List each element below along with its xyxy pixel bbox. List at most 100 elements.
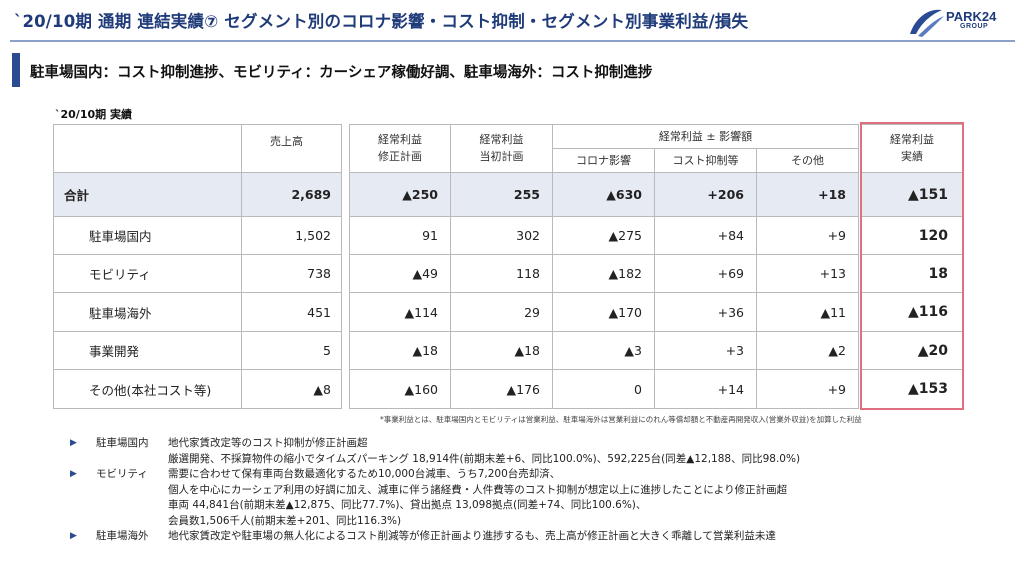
table-row: ▲20	[861, 331, 963, 370]
cell-cost: +206	[654, 172, 757, 217]
footnote: *事業利益とは、駐車場国内とモビリティは営業利益、駐車場海外は営業利益にのれん等…	[380, 415, 862, 424]
cell-sales: ▲8	[241, 369, 342, 409]
row-name: 事業開発	[53, 331, 242, 370]
cell-corona: ▲182	[552, 254, 655, 293]
cell-actual: ▲151	[861, 172, 963, 217]
notes-list: ▶ 駐車場国内 地代家賃改定等のコスト抑制が修正計画超 厳選開発、不採算物件の縮…	[70, 436, 800, 545]
subtitle-accent-bar	[12, 53, 20, 87]
note-label: モビリティ	[96, 468, 148, 480]
row-name: 合計	[53, 172, 242, 217]
note-line: 会員数1,506千人(前期末差+201、同比116.3%)	[168, 514, 402, 527]
table-row: 合計 2,689	[53, 172, 342, 217]
row-name: 駐車場国内	[53, 216, 242, 255]
cell-actual: 18	[861, 254, 963, 293]
table-row: 91 302 ▲275 +84 +9	[349, 216, 859, 255]
cell-initial: 118	[450, 254, 553, 293]
header-initial-plan-line1: 経常利益	[479, 133, 524, 146]
header-impact-group: 経常利益 ± 影響額	[552, 124, 859, 149]
triangle-bullet-icon: ▶	[70, 531, 77, 541]
cell-cost: +14	[654, 369, 757, 409]
note-line: 地代家賃改定等のコスト抑制が修正計画超	[168, 437, 368, 449]
header-other: その他	[756, 148, 859, 173]
header-actual-line2: 実績	[901, 150, 923, 163]
note-line: 厳選開発、不採算物件の縮小でタイムズパーキング 18,914件(前期末差+6、同…	[168, 452, 801, 465]
table-row: ▲18 ▲18 ▲3 +3 ▲2	[349, 331, 859, 370]
header-actual-line1: 経常利益	[890, 133, 934, 146]
cell-other: +9	[756, 216, 859, 255]
header-revised-plan-line1: 経常利益	[378, 133, 422, 146]
cell-cost: +69	[654, 254, 757, 293]
period-label: `20/10期 実績	[55, 108, 132, 121]
row-name: モビリティ	[53, 254, 242, 293]
note-line: 地代家賃改定や駐車場の無人化によるコスト削減等が修正計画より進捗するも、売上高が…	[168, 530, 776, 542]
table-row: ▲151	[861, 172, 963, 217]
cell-revised: ▲49	[349, 254, 451, 293]
table-row: その他(本社コスト等) ▲8	[53, 369, 342, 409]
cell-actual: ▲153	[861, 369, 963, 409]
cell-corona: 0	[552, 369, 655, 409]
actual-profit-table: 経常利益 実績 ▲151 120 18 ▲116 ▲20 ▲153	[861, 124, 963, 409]
cell-revised: ▲160	[349, 369, 451, 409]
cell-other: +18	[756, 172, 859, 217]
header-revised-plan-line2: 修正計画	[378, 150, 422, 163]
note-item: ▶ 駐車場国内 地代家賃改定等のコスト抑制が修正計画超 厳選開発、不採算物件の縮…	[70, 436, 800, 467]
header-corona: コロナ影響	[552, 148, 655, 173]
cell-sales: 451	[241, 292, 342, 332]
table-row: 事業開発 5	[53, 331, 342, 370]
note-label: 駐車場海外	[96, 530, 149, 542]
cell-actual: ▲20	[861, 331, 963, 370]
header-blank	[53, 124, 242, 173]
cell-other: ▲11	[756, 292, 859, 332]
table-row: モビリティ 738	[53, 254, 342, 293]
page-title: `20/10期 通期 連結実績⑦ セグメント別のコロナ影響・コスト抑制・セグメン…	[14, 12, 749, 31]
logo-subtext: GROUP	[960, 23, 989, 30]
cell-revised: ▲18	[349, 331, 451, 370]
table-row: 18	[861, 254, 963, 293]
cell-actual: 120	[861, 216, 963, 255]
header-initial-plan: 経常利益 当初計画	[450, 124, 553, 173]
header-cost: コスト抑制等	[654, 148, 757, 173]
header-sales: 売上高	[241, 124, 342, 173]
cell-other: +13	[756, 254, 859, 293]
table-row: ▲160 ▲176 0 +14 +9	[349, 369, 859, 409]
cell-actual: ▲116	[861, 292, 963, 332]
header-revised-plan: 経常利益 修正計画	[349, 124, 451, 173]
cell-cost: +84	[654, 216, 757, 255]
table-row: ▲250 255 ▲630 +206 +18	[349, 172, 859, 217]
cell-initial: 302	[450, 216, 553, 255]
segment-sales-table: 売上高 合計 2,689 駐車場国内 1,502 モビリティ 738 駐車場海外…	[53, 124, 342, 409]
cell-cost: +3	[654, 331, 757, 370]
cell-initial: ▲176	[450, 369, 553, 409]
subtitle: 駐車場国内：コスト抑制進捗、モビリティ：カーシェア稼働好調、駐車場海外：コスト抑…	[30, 65, 653, 81]
cell-sales: 738	[241, 254, 342, 293]
row-name: 駐車場海外	[53, 292, 242, 332]
cell-corona: ▲3	[552, 331, 655, 370]
cell-corona: ▲275	[552, 216, 655, 255]
cell-sales: 1,502	[241, 216, 342, 255]
note-label: 駐車場国内	[96, 437, 149, 449]
triangle-bullet-icon: ▶	[70, 469, 77, 479]
header-divider	[10, 40, 1015, 42]
cell-other: ▲2	[756, 331, 859, 370]
note-line: 個人を中心にカーシェア利用の好調に加え、減車に伴う諸経費・人件費等のコスト抑制が…	[168, 483, 788, 496]
profit-impact-table: 経常利益 修正計画 経常利益 当初計画 経常利益 ± 影響額 コロナ影響 コスト…	[349, 124, 859, 409]
row-name: その他(本社コスト等)	[53, 369, 242, 409]
cell-sales: 2,689	[241, 172, 342, 217]
cell-revised: ▲250	[349, 172, 451, 217]
note-line: 車両 44,841台(前期末差▲12,875、同比77.7%)、貸出拠点 13,…	[168, 499, 647, 511]
cell-revised: ▲114	[349, 292, 451, 332]
cell-initial: 255	[450, 172, 553, 217]
header-actual: 経常利益 実績	[861, 124, 963, 173]
cell-initial: 29	[450, 292, 553, 332]
note-item: ▶ モビリティ 需要に合わせて保有車両台数最適化するため10,000台減車、うち…	[70, 467, 800, 529]
cell-cost: +36	[654, 292, 757, 332]
cell-revised: 91	[349, 216, 451, 255]
table-row: ▲153	[861, 369, 963, 409]
cell-corona: ▲170	[552, 292, 655, 332]
park24-logo-icon	[910, 9, 944, 37]
cell-initial: ▲18	[450, 331, 553, 370]
note-item: ▶ 駐車場海外 地代家賃改定や駐車場の無人化によるコスト削減等が修正計画より進捗…	[70, 529, 800, 545]
table-row: 120	[861, 216, 963, 255]
logo-text: PARK24	[946, 9, 997, 24]
table-row: ▲49 118 ▲182 +69 +13	[349, 254, 859, 293]
